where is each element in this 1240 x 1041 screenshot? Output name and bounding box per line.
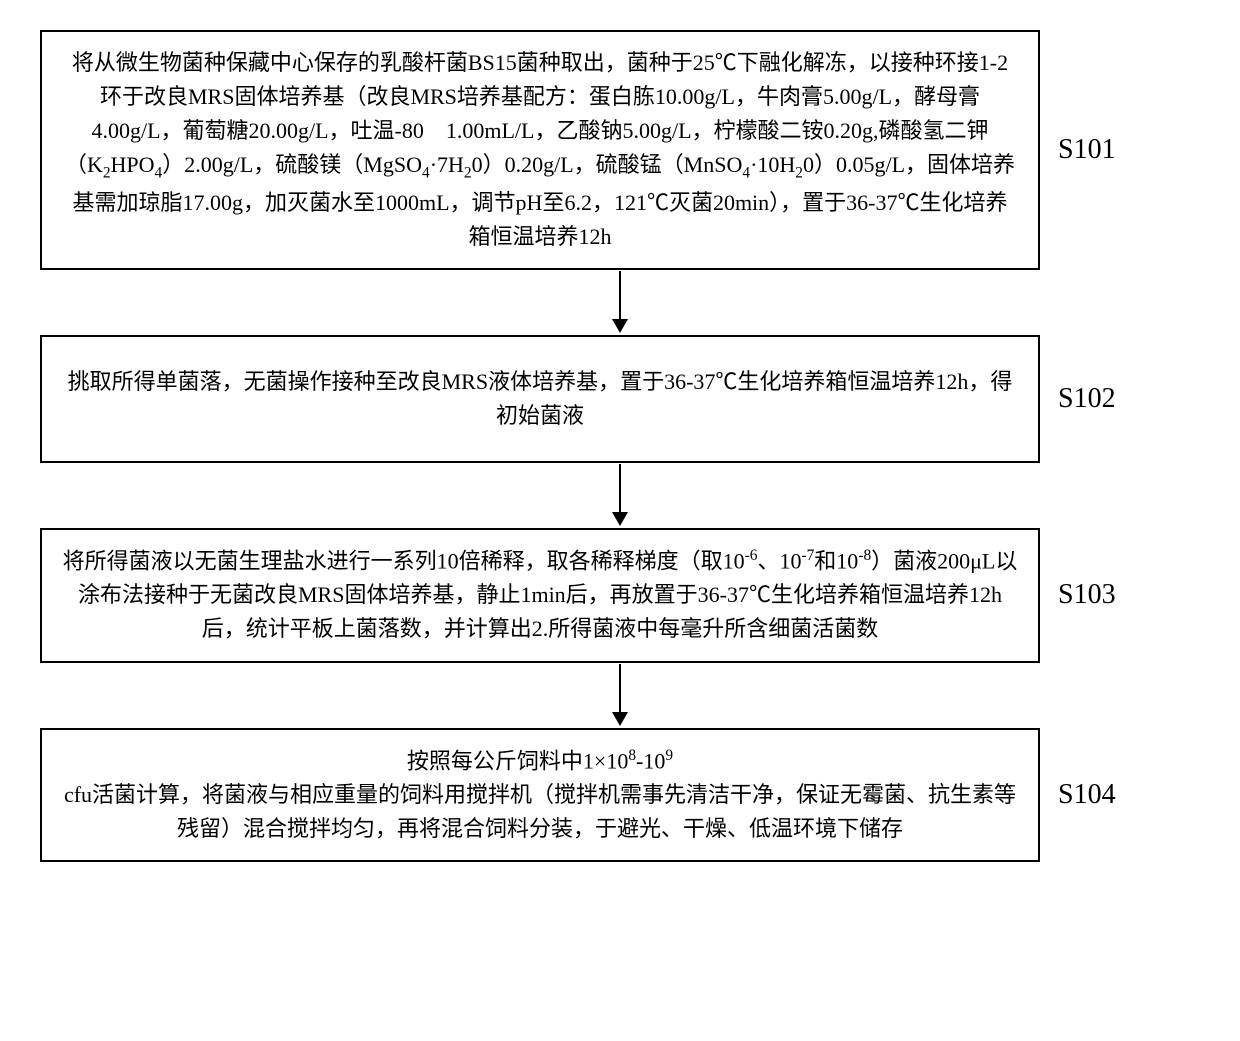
arrow-line-icon xyxy=(619,464,621,512)
arrow-2 xyxy=(120,463,1120,528)
step-row-4: 按照每公斤饲料中1×108-109cfu活菌计算，将菌液与相应重量的饲料用搅拌机… xyxy=(40,728,1200,863)
step-box-s103: 将所得菌液以无菌生理盐水进行一系列10倍稀释，取各稀释梯度（取10-6、10-7… xyxy=(40,528,1040,663)
step-label-s104: S104 xyxy=(1058,779,1116,811)
step-row-1: 将从微生物菌种保藏中心保存的乳酸杆菌BS15菌种取出，菌种于25℃下融化解冻，以… xyxy=(40,30,1200,270)
step-label-s102: S102 xyxy=(1058,383,1116,415)
step-box-s101: 将从微生物菌种保藏中心保存的乳酸杆菌BS15菌种取出，菌种于25℃下融化解冻，以… xyxy=(40,30,1040,270)
step-label-s103: S103 xyxy=(1058,579,1116,611)
arrow-head-icon xyxy=(612,319,628,333)
arrow-head-icon xyxy=(612,712,628,726)
step-box-s104: 按照每公斤饲料中1×108-109cfu活菌计算，将菌液与相应重量的饲料用搅拌机… xyxy=(40,728,1040,863)
step-label-s101: S101 xyxy=(1058,134,1116,166)
arrow-3 xyxy=(120,663,1120,728)
arrow-line-icon xyxy=(619,271,621,319)
step-row-2: 挑取所得单菌落，无菌操作接种至改良MRS液体培养基，置于36-37℃生化培养箱恒… xyxy=(40,335,1200,463)
arrow-head-icon xyxy=(612,512,628,526)
step-row-3: 将所得菌液以无菌生理盐水进行一系列10倍稀释，取各稀释梯度（取10-6、10-7… xyxy=(40,528,1200,663)
arrow-1 xyxy=(120,270,1120,335)
arrow-line-icon xyxy=(619,664,621,712)
step-box-s102: 挑取所得单菌落，无菌操作接种至改良MRS液体培养基，置于36-37℃生化培养箱恒… xyxy=(40,335,1040,463)
flowchart-container: 将从微生物菌种保藏中心保存的乳酸杆菌BS15菌种取出，菌种于25℃下融化解冻，以… xyxy=(40,30,1200,862)
